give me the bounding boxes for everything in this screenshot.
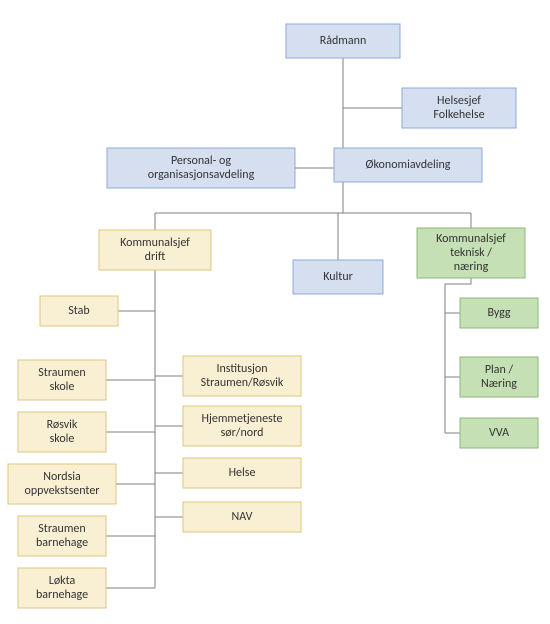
node-label: Kommunalsjef <box>120 236 190 250</box>
node-nordsia: Nordsiaoppvekstsenter <box>8 464 116 504</box>
node-bygg: Bygg <box>460 298 538 328</box>
node-label: Kultur <box>323 270 353 284</box>
node-label: Røsvik <box>47 418 78 432</box>
node-label: Nordsia <box>43 470 81 484</box>
node-institusjon: InstitusjonStraumen/Røsvik <box>183 356 301 396</box>
node-label: Kommunalsjef <box>436 232 506 246</box>
node-label: Rådmann <box>320 34 367 48</box>
node-label: skole <box>50 380 75 394</box>
node-personal: Personal- ogorganisasjonsavdeling <box>107 148 295 188</box>
node-label: organisasjonsavdeling <box>148 168 255 182</box>
node-lokta_bhg: Løktabarnehage <box>18 568 106 608</box>
node-label: Plan / <box>485 363 514 377</box>
org-chart: Rådmann HelsesjefFolkehelse Personal- ogor… <box>0 0 550 624</box>
node-label: Hjemmetjeneste <box>202 412 283 426</box>
node-label: Næring <box>481 377 517 391</box>
node-label: Stab <box>68 304 89 318</box>
node-label: Løkta <box>49 574 76 588</box>
node-label: Helse <box>229 466 256 480</box>
node-label: Økonomiavdeling <box>366 158 451 172</box>
node-helse: Helse <box>183 458 301 488</box>
node-rosvik_skole: Røsvikskole <box>18 412 106 452</box>
node-helsesjef: HelsesjefFolkehelse <box>402 88 516 128</box>
node-plan_naering: Plan /Næring <box>460 357 538 397</box>
node-nav: NAV <box>183 502 301 532</box>
node-label: teknisk / <box>450 246 492 260</box>
node-vva: VVA <box>460 418 538 448</box>
node-label: Straumen/Røsvik <box>201 376 284 390</box>
node-label: skole <box>50 432 75 446</box>
node-label: VVA <box>489 426 509 440</box>
node-kultur: Kultur <box>293 260 383 294</box>
node-straumen_bhg: Straumenbarnehage <box>18 516 106 556</box>
node-label: drift <box>145 250 166 264</box>
node-label: Bygg <box>487 306 510 320</box>
node-label: Folkehelse <box>433 108 484 122</box>
node-label: sør/nord <box>221 426 264 440</box>
node-label: Institusjon <box>216 362 267 376</box>
node-teknisk: Kommunalsjefteknisk /næring <box>417 228 525 278</box>
node-okonomi: Økonomiavdeling <box>334 148 482 182</box>
node-label: næring <box>454 260 489 274</box>
node-label: barnehage <box>36 588 88 602</box>
node-hjemmetjeneste: Hjemmetjenestesør/nord <box>183 406 301 446</box>
node-drift: Kommunalsjefdrift <box>99 230 211 270</box>
node-label: barnehage <box>36 536 88 550</box>
node-label: Straumen <box>38 366 85 380</box>
node-stab: Stab <box>40 296 118 326</box>
node-label: Helsesjef <box>437 94 481 108</box>
node-label: Straumen <box>38 522 85 536</box>
node-radmann: Rådmann <box>286 24 400 58</box>
node-straumen_skole: Straumenskole <box>18 360 106 400</box>
node-label: oppvekstsenter <box>25 484 100 498</box>
node-label: NAV <box>232 510 253 524</box>
node-label: Personal- og <box>171 154 231 168</box>
